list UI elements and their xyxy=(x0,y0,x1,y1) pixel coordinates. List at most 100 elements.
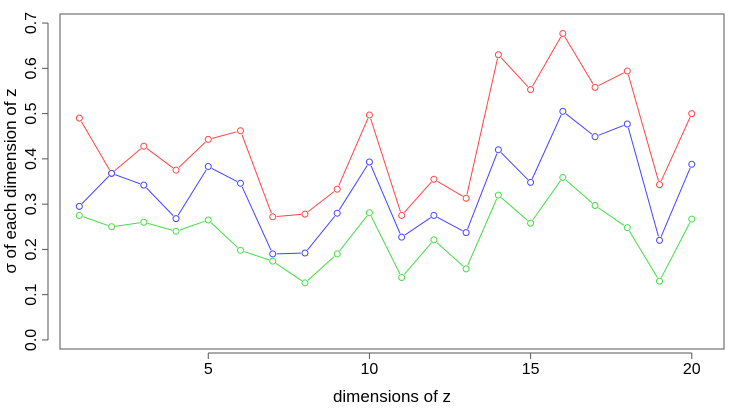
data-point xyxy=(559,29,567,37)
data-point xyxy=(301,210,309,218)
data-point xyxy=(172,166,180,174)
series-line-segment xyxy=(370,165,401,234)
y-axis: 0.0 0.1 0.2 0.3 0.4 0.5 0.6 0.7 xyxy=(23,12,49,351)
data-point xyxy=(237,179,245,187)
series-line-segment xyxy=(500,152,529,180)
x-axis: 5 10 15 20 xyxy=(204,352,701,378)
series-line-segment xyxy=(404,217,431,236)
data-point xyxy=(398,273,406,281)
data-point xyxy=(494,146,502,154)
data-point xyxy=(494,191,502,199)
data-point xyxy=(269,250,277,258)
series-line-segment xyxy=(660,222,691,278)
series-line-segment xyxy=(80,121,110,171)
series-line-segment xyxy=(660,167,691,237)
data-point xyxy=(365,209,373,217)
series-line-segment xyxy=(370,216,401,275)
data-point xyxy=(656,181,664,189)
x-tick-label: 15 xyxy=(522,361,540,378)
series-line-segment xyxy=(467,198,498,266)
series-line-segment xyxy=(244,251,270,261)
series-line-segment xyxy=(531,114,562,179)
series-line-segment xyxy=(467,153,498,230)
data-point xyxy=(204,216,212,224)
data-point xyxy=(623,224,631,232)
data-point xyxy=(462,194,470,202)
series-line-segment xyxy=(147,222,173,231)
series-line-segment xyxy=(598,125,624,136)
data-point xyxy=(559,173,567,181)
series-line-segment xyxy=(598,207,625,226)
data-point xyxy=(365,158,373,166)
series-line-segment xyxy=(307,215,336,251)
series-line-segment xyxy=(339,215,368,252)
data-point xyxy=(204,163,212,171)
data-point xyxy=(623,67,631,75)
series-line-segment xyxy=(115,222,140,227)
series-1 xyxy=(75,29,696,221)
series-line-segment xyxy=(660,117,691,182)
data-point xyxy=(75,211,83,219)
data-point xyxy=(398,233,406,241)
x-tick-label: 10 xyxy=(361,361,379,378)
series-line-segment xyxy=(565,113,593,135)
data-point xyxy=(108,169,116,177)
data-point xyxy=(172,227,180,235)
data-point xyxy=(656,236,664,244)
data-point xyxy=(688,160,696,168)
series-line-segment xyxy=(338,118,369,186)
series-line-segment xyxy=(211,167,238,182)
series-line-segment xyxy=(370,118,401,212)
series-line-segment xyxy=(501,197,528,221)
series-line-segment xyxy=(466,58,498,195)
data-point xyxy=(591,83,599,91)
data-point xyxy=(172,215,180,223)
series-line-segment xyxy=(403,181,432,213)
series-line-segment xyxy=(146,148,174,169)
series-line-segment xyxy=(210,222,238,248)
data-point xyxy=(301,279,309,287)
data-point xyxy=(462,265,470,273)
series-line-segment xyxy=(564,36,594,85)
series-line-segment xyxy=(177,169,207,216)
data-point xyxy=(301,249,309,257)
series-line-segment xyxy=(436,242,464,267)
series-line-segment xyxy=(241,134,272,214)
y-tick-label: 0.6 xyxy=(23,57,40,79)
data-point xyxy=(140,218,148,226)
series-line-segment xyxy=(598,72,624,86)
series-line-segment xyxy=(338,165,368,211)
series-line-segment xyxy=(500,57,529,88)
data-point xyxy=(333,250,341,258)
data-point xyxy=(430,236,438,244)
series-line-segment xyxy=(81,175,110,204)
data-point xyxy=(237,127,245,135)
data-point xyxy=(75,114,83,122)
data-point xyxy=(75,202,83,210)
data-point xyxy=(398,211,406,219)
data-point xyxy=(430,211,438,219)
data-point xyxy=(527,178,535,186)
data-point xyxy=(591,133,599,141)
data-point xyxy=(333,185,341,193)
series-layer xyxy=(75,29,696,287)
series-line-segment xyxy=(437,216,463,232)
data-point xyxy=(656,277,664,285)
y-tick-label: 0.1 xyxy=(23,283,40,305)
series-line-segment xyxy=(565,179,593,204)
y-tick-label: 0.5 xyxy=(23,102,40,124)
series-line-segment xyxy=(241,186,272,251)
data-point xyxy=(108,223,116,231)
series-line-segment xyxy=(307,256,335,281)
series-line-segment xyxy=(437,180,463,197)
data-point xyxy=(333,209,341,217)
series-line-segment xyxy=(212,131,237,139)
data-point xyxy=(430,175,438,183)
data-point xyxy=(237,246,245,254)
data-point xyxy=(204,135,212,143)
data-point xyxy=(462,229,470,237)
series-line-segment xyxy=(532,180,561,221)
data-point xyxy=(559,107,567,115)
data-point xyxy=(269,257,277,265)
